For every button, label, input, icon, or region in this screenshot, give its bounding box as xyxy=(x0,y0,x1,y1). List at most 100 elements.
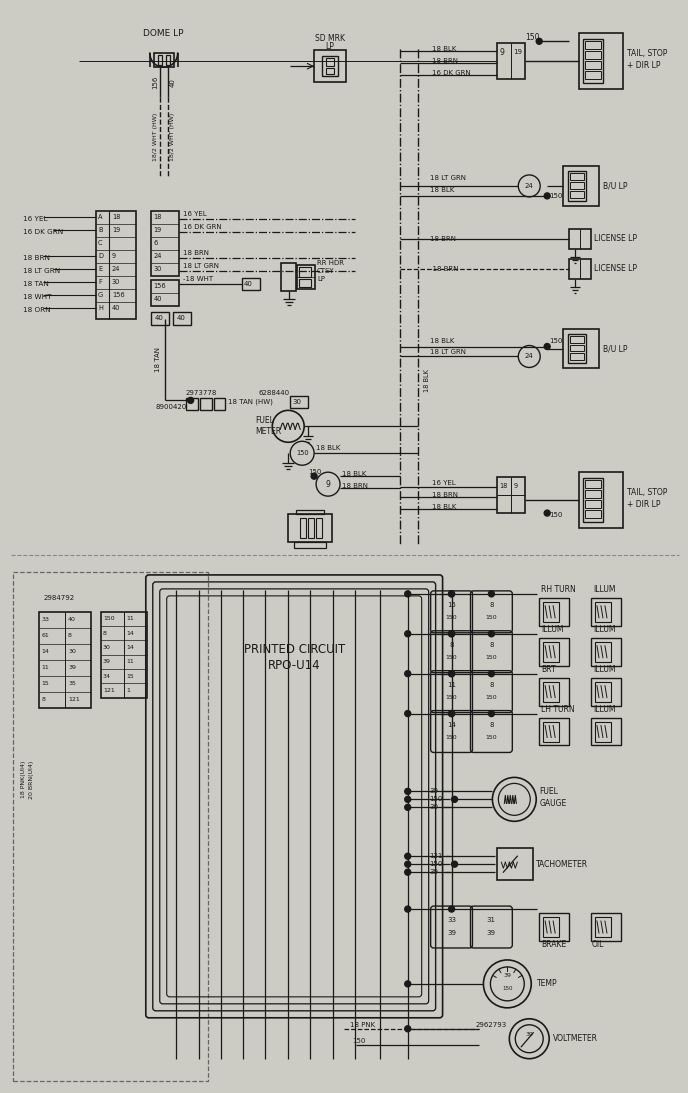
Bar xyxy=(570,353,584,361)
Bar xyxy=(544,721,559,741)
Text: ILLUM: ILLUM xyxy=(593,625,616,634)
Text: ILLUM: ILLUM xyxy=(593,705,616,714)
Text: 30: 30 xyxy=(154,267,162,272)
Text: 40: 40 xyxy=(154,296,162,302)
Circle shape xyxy=(449,591,455,597)
Text: 39: 39 xyxy=(487,930,496,936)
Text: 18: 18 xyxy=(154,214,162,221)
Text: 150: 150 xyxy=(446,655,458,660)
Bar xyxy=(290,397,308,409)
Text: 150: 150 xyxy=(525,33,540,42)
Text: 156: 156 xyxy=(154,283,166,290)
Bar xyxy=(544,682,559,702)
Bar xyxy=(299,267,311,277)
Text: 16 DK GRN: 16 DK GRN xyxy=(431,70,471,77)
Text: SD MRK: SD MRK xyxy=(315,34,345,43)
Circle shape xyxy=(449,906,455,912)
Text: 9: 9 xyxy=(112,254,116,259)
Bar xyxy=(585,480,601,489)
Circle shape xyxy=(311,473,317,479)
Text: 150: 150 xyxy=(549,513,563,518)
Text: 18 BRN: 18 BRN xyxy=(23,256,50,261)
Bar xyxy=(591,638,621,666)
Bar xyxy=(591,913,621,941)
Text: 18 TAN: 18 TAN xyxy=(155,346,161,372)
Text: 11: 11 xyxy=(126,659,133,665)
Circle shape xyxy=(405,869,411,875)
Text: E: E xyxy=(98,267,102,272)
Text: LICENSE LP: LICENSE LP xyxy=(594,234,637,244)
Circle shape xyxy=(449,710,455,717)
Text: 18 BRN: 18 BRN xyxy=(342,483,368,490)
Text: 39: 39 xyxy=(429,869,439,875)
Text: BRT: BRT xyxy=(541,666,556,674)
Text: 2984792: 2984792 xyxy=(43,595,74,601)
Bar xyxy=(326,58,334,67)
Bar xyxy=(539,638,569,666)
Text: 31: 31 xyxy=(487,917,496,924)
Bar xyxy=(242,279,260,290)
Bar xyxy=(570,181,584,189)
Text: G: G xyxy=(98,292,103,298)
Text: 14: 14 xyxy=(126,645,133,650)
Text: + DIR LP: + DIR LP xyxy=(627,61,660,70)
Text: 14: 14 xyxy=(126,631,133,636)
Circle shape xyxy=(544,343,550,350)
Bar xyxy=(585,71,601,79)
Text: 18 BRN: 18 BRN xyxy=(431,58,458,64)
Bar xyxy=(563,329,599,368)
Bar xyxy=(569,228,591,249)
Circle shape xyxy=(451,861,458,867)
Text: 14: 14 xyxy=(447,721,456,728)
Text: 16 YEL: 16 YEL xyxy=(23,216,47,222)
Bar xyxy=(213,398,226,410)
Text: 16 DK GRN: 16 DK GRN xyxy=(23,230,63,235)
Text: VOLTMETER: VOLTMETER xyxy=(553,1034,598,1043)
Circle shape xyxy=(405,671,411,677)
Bar xyxy=(497,848,533,880)
Text: + DIR LP: + DIR LP xyxy=(627,500,660,508)
Text: 8: 8 xyxy=(489,682,494,687)
Text: 156: 156 xyxy=(112,292,125,298)
Circle shape xyxy=(405,797,411,802)
Bar xyxy=(288,514,332,542)
Text: 40: 40 xyxy=(244,281,252,287)
Text: 8: 8 xyxy=(489,602,494,608)
Text: 20 BRN(UI4): 20 BRN(UI4) xyxy=(29,761,34,799)
Circle shape xyxy=(405,788,411,795)
Text: RPO-U14: RPO-U14 xyxy=(268,659,321,672)
Text: 18/2 WHT (HW): 18/2 WHT (HW) xyxy=(170,113,175,161)
Bar xyxy=(154,54,173,68)
Bar xyxy=(299,279,311,286)
Text: 6288440: 6288440 xyxy=(259,390,290,397)
Bar xyxy=(166,56,170,66)
Text: 18 LT GRN: 18 LT GRN xyxy=(429,175,466,181)
Bar xyxy=(151,312,169,325)
Text: 9: 9 xyxy=(499,48,504,57)
Text: 9: 9 xyxy=(513,483,517,490)
Text: DOME LP: DOME LP xyxy=(144,28,184,38)
Text: 18 BLK: 18 BLK xyxy=(424,369,430,392)
Circle shape xyxy=(536,38,542,45)
Text: 33: 33 xyxy=(41,618,50,622)
Text: -18 WHT: -18 WHT xyxy=(182,277,213,282)
Text: 8: 8 xyxy=(68,633,72,638)
Text: METER: METER xyxy=(255,426,281,436)
Text: 18 BLK: 18 BLK xyxy=(429,338,454,343)
Text: 18/2 WHT (HW): 18/2 WHT (HW) xyxy=(153,113,158,161)
Text: 150: 150 xyxy=(308,469,321,475)
Text: 8: 8 xyxy=(103,631,107,636)
Text: TACHOMETER: TACHOMETER xyxy=(536,860,588,869)
Bar xyxy=(595,917,611,937)
Circle shape xyxy=(488,671,495,677)
Text: 18 PNK: 18 PNK xyxy=(350,1022,375,1027)
Bar xyxy=(294,542,326,548)
Bar xyxy=(568,333,586,364)
Circle shape xyxy=(405,1025,411,1032)
Text: 8900420: 8900420 xyxy=(155,404,187,410)
Text: 8: 8 xyxy=(41,697,45,702)
Circle shape xyxy=(449,671,455,677)
Text: 8: 8 xyxy=(489,642,494,648)
Text: 15: 15 xyxy=(126,673,133,679)
Circle shape xyxy=(405,854,411,859)
